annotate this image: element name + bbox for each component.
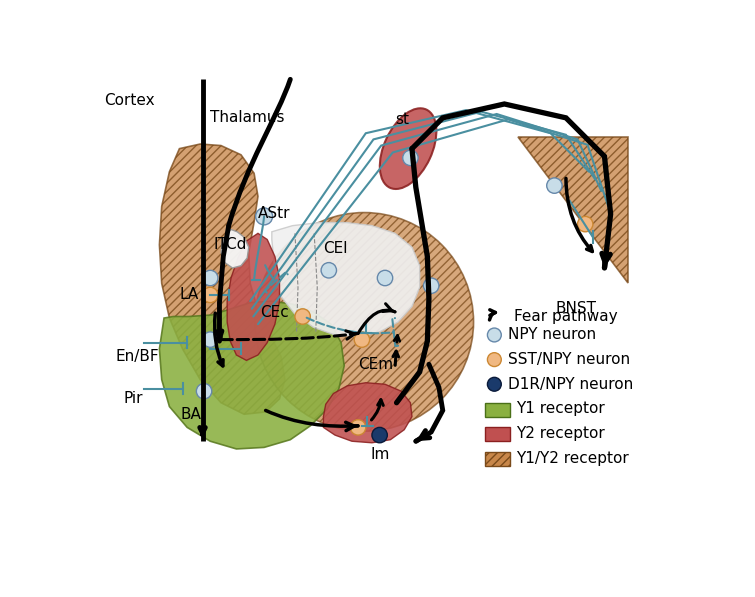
- Bar: [485, 403, 510, 417]
- Circle shape: [424, 278, 439, 293]
- Circle shape: [202, 332, 218, 347]
- Text: st: st: [395, 112, 409, 127]
- Text: CEl: CEl: [323, 241, 348, 256]
- Text: Thalamus: Thalamus: [210, 110, 285, 125]
- Text: CEс: CEс: [260, 305, 289, 320]
- Text: Im: Im: [371, 447, 390, 463]
- Text: CEm: CEm: [358, 356, 393, 371]
- Polygon shape: [518, 137, 627, 284]
- Circle shape: [196, 383, 211, 399]
- Circle shape: [488, 328, 501, 342]
- Polygon shape: [159, 301, 344, 449]
- Circle shape: [378, 270, 393, 286]
- Text: SST/NPY neuron: SST/NPY neuron: [508, 352, 630, 367]
- Polygon shape: [221, 229, 248, 268]
- Circle shape: [578, 216, 593, 232]
- Circle shape: [202, 287, 218, 303]
- Polygon shape: [159, 144, 285, 414]
- Bar: [485, 452, 510, 466]
- Text: NPY neuron: NPY neuron: [508, 328, 596, 343]
- Circle shape: [547, 178, 562, 193]
- Circle shape: [402, 150, 418, 165]
- Text: En/BF: En/BF: [116, 349, 159, 364]
- Text: AStr: AStr: [258, 207, 291, 221]
- Circle shape: [354, 332, 370, 347]
- Text: Y2 receptor: Y2 receptor: [516, 426, 605, 441]
- Text: Y1/Y2 receptor: Y1/Y2 receptor: [516, 451, 629, 466]
- Text: D1R/NPY neuron: D1R/NPY neuron: [508, 377, 633, 392]
- Text: BA: BA: [181, 407, 202, 421]
- Text: Fear pathway: Fear pathway: [514, 309, 618, 324]
- Ellipse shape: [380, 108, 436, 189]
- Bar: [485, 427, 510, 441]
- Text: LA: LA: [180, 287, 199, 302]
- Circle shape: [255, 213, 473, 431]
- Circle shape: [372, 427, 387, 443]
- Text: Cortex: Cortex: [104, 93, 155, 108]
- Circle shape: [202, 270, 218, 286]
- Circle shape: [295, 309, 310, 324]
- Text: BNST: BNST: [555, 301, 596, 316]
- Circle shape: [321, 263, 337, 278]
- Circle shape: [256, 208, 273, 225]
- Circle shape: [488, 377, 501, 391]
- Circle shape: [350, 420, 365, 435]
- Text: Y1 receptor: Y1 receptor: [516, 401, 605, 416]
- Polygon shape: [272, 223, 420, 337]
- Polygon shape: [323, 383, 412, 443]
- Circle shape: [488, 353, 501, 367]
- Text: Pir: Pir: [123, 391, 143, 406]
- Polygon shape: [227, 233, 279, 361]
- Text: ITCd: ITCd: [214, 237, 247, 252]
